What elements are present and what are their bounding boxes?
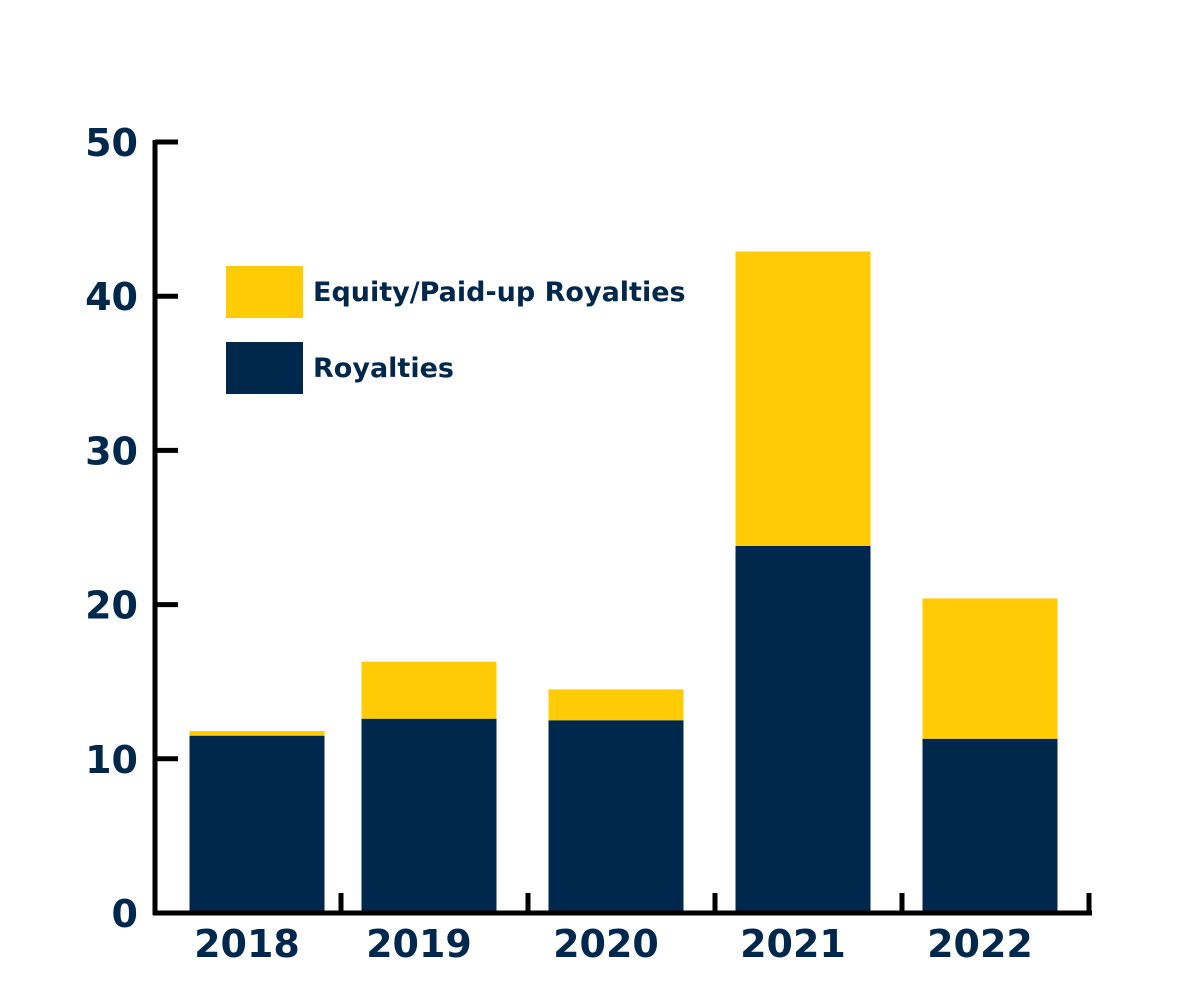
bar-2018-equity-paid-up-royalties bbox=[189, 731, 325, 736]
bar-2019-equity-paid-up-royalties bbox=[361, 661, 497, 719]
labels-layer: 0 10 20 30 40 50 2018 2019 2020 2021 2022 bbox=[85, 121, 1033, 966]
x-tick-label-2020: 2020 bbox=[553, 922, 659, 966]
x-tick-label-2021: 2021 bbox=[740, 922, 846, 966]
legend-label-equity-paid-up-royalties: Equity/Paid-up Royalties bbox=[313, 277, 686, 308]
legend-label-royalties: Royalties bbox=[313, 353, 454, 384]
bar-2018-royalties bbox=[189, 735, 325, 913]
axes-layer bbox=[152, 139, 1092, 916]
x-tick-label-2018: 2018 bbox=[194, 922, 300, 966]
bar-2022-equity-paid-up-royalties bbox=[922, 598, 1058, 739]
y-tick-label-40: 40 bbox=[85, 275, 138, 319]
legend-swatch-equity-paid-up-royalties bbox=[226, 266, 303, 318]
bars-layer bbox=[189, 251, 1058, 913]
bar-2020-royalties bbox=[548, 720, 684, 913]
bar-2019-royalties bbox=[361, 718, 497, 913]
bar-2021-royalties bbox=[735, 546, 871, 913]
y-tick-label-30: 30 bbox=[85, 429, 138, 473]
y-tick-label-50: 50 bbox=[85, 121, 138, 165]
x-tick-label-2022: 2022 bbox=[927, 922, 1033, 966]
bar-2022-royalties bbox=[922, 738, 1058, 913]
y-tick-label-0: 0 bbox=[112, 892, 138, 936]
bar-2020-equity-paid-up-royalties bbox=[548, 689, 684, 721]
x-tick-label-2019: 2019 bbox=[366, 922, 472, 966]
y-tick-label-20: 20 bbox=[85, 584, 138, 628]
y-tick-label-10: 10 bbox=[85, 738, 138, 782]
bar-2021-equity-paid-up-royalties bbox=[735, 251, 871, 547]
legend-swatch-royalties bbox=[226, 342, 303, 394]
legend: Equity/Paid-up Royalties Royalties bbox=[226, 266, 686, 394]
